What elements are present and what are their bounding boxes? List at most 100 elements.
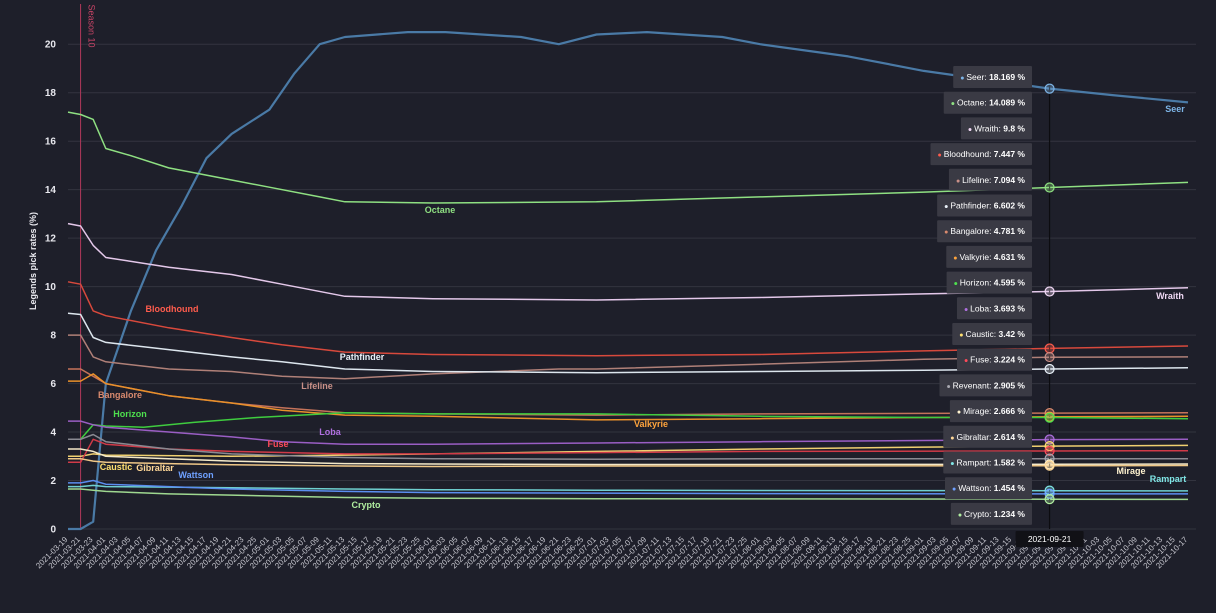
tooltip-box: [945, 477, 1032, 500]
series-line-bloodhound: [67, 281, 1189, 357]
series-label-bloodhound: Bloodhound: [146, 304, 199, 314]
hover-tooltips: ● Seer: 18.169 % ● Octane: 14.089 % ● Wrai…: [930, 66, 1084, 547]
tooltip-text: ● Valkyrie: 4.631 %: [953, 252, 1025, 262]
tooltip-text: ● Seer: 18.169 %: [960, 72, 1025, 82]
y-tick-label: 6: [50, 379, 56, 390]
tooltip-horizon: ● Horizon: 4.595 %: [946, 271, 1032, 294]
tooltip-pathfinder: ● Pathfinder: 6.602 %: [937, 194, 1032, 217]
series-line-fuse: [68, 438, 1189, 464]
tooltip-box: [956, 297, 1032, 320]
tooltip-text: ● Mirage: 2.666 %: [957, 406, 1026, 416]
tooltip-text: ● Bloodhound: 7.447 %: [938, 149, 1026, 159]
tooltip-text: ● Pathfinder: 6.602 %: [944, 201, 1025, 211]
series-line-wraith: [67, 222, 1189, 301]
season-marker-label: Season 10: [87, 4, 97, 47]
series-line-gibraltar: [68, 457, 1189, 468]
tooltip-box: [946, 245, 1032, 268]
hover-marker-crypto: [1044, 493, 1055, 505]
y-tick-label: 8: [50, 331, 56, 342]
tooltip-box: [943, 425, 1032, 448]
series-label-valkyrie: Valkyrie: [634, 419, 668, 429]
hover-marker-fuse: [1044, 445, 1055, 456]
y-tick-label: 10: [45, 282, 57, 293]
tooltip-box: [937, 220, 1032, 243]
tooltip-box: [949, 400, 1032, 423]
y-axis-ticks: 0 2 4 6 8 10 12 14 16 18 20: [45, 40, 57, 536]
series-label-bangalore: Bangalore: [98, 390, 142, 400]
tooltip-box: [953, 66, 1032, 88]
series-label-octane: Octane: [425, 205, 456, 215]
series-line-mirage: [68, 448, 1189, 466]
y-tick-label: 20: [45, 40, 57, 51]
y-tick-label: 12: [45, 234, 57, 245]
series-label-caustic: Caustic: [100, 462, 133, 472]
tooltip-text: ● Bangalore: 4.781 %: [944, 226, 1025, 236]
series-line-lifeline: [68, 334, 1189, 380]
tooltip-bangalore: ● Bangalore: 4.781 %: [937, 220, 1032, 243]
series-line-seer: [68, 31, 1189, 531]
y-tick-label: 14: [45, 185, 57, 196]
tooltip-box: [948, 168, 1032, 191]
tooltip-box: [946, 271, 1032, 294]
tooltip-text: ● Wattson: 1.454 %: [952, 483, 1025, 493]
series-label-loba: Loba: [319, 427, 341, 437]
tooltip-text: ● Octane: 14.089 %: [951, 98, 1026, 108]
hover-marker-wattson: [1044, 488, 1055, 499]
tooltip-rampart: ● Rampart: 1.582 %: [943, 451, 1032, 474]
series-label-seer: Seer: [1165, 104, 1185, 114]
series-label-gibraltar: Gibraltar: [136, 463, 174, 473]
hover-marker-bloodhound: [1044, 343, 1055, 354]
tooltip-text: ● Fuse: 3.224 %: [964, 355, 1025, 365]
tooltip-text: ● Crypto: 1.234 %: [958, 509, 1026, 519]
series-line-bangalore: [68, 368, 1189, 416]
tooltip-date-box: [1015, 531, 1084, 547]
tooltip-date: 2021-09-21: [1015, 531, 1084, 547]
tooltip-loba: ● Loba: 3.693 %: [956, 297, 1032, 320]
tooltip-wattson: ● Wattson: 1.454 %: [945, 477, 1032, 500]
tooltip-box: [937, 194, 1032, 217]
series-line-pathfinder: [67, 312, 1189, 374]
season-marker: Season 10: [80, 4, 97, 529]
hover-marker-seer: [1044, 83, 1055, 94]
tooltip-mirage: ● Mirage: 2.666 %: [949, 400, 1032, 423]
tooltip-date-label: 2021-09-21: [1028, 534, 1072, 544]
series-label-horizon: Horizon: [113, 409, 147, 419]
series-label-lifeline: Lifeline: [301, 381, 333, 391]
tooltip-text: ● Caustic: 3.42 %: [959, 329, 1025, 339]
tooltip-box: [943, 91, 1032, 114]
tooltip-box: [930, 143, 1032, 166]
y-tick-label: 16: [45, 137, 57, 148]
hover-marker-octane: [1044, 182, 1055, 193]
hover-marker-pathfinder: [1044, 363, 1055, 375]
y-axis-label: Legends pick rates (%): [28, 212, 38, 310]
tooltip-text: ● Revenant: 2.905 %: [946, 380, 1025, 390]
tooltip-octane: ● Octane: 14.089 %: [943, 91, 1032, 114]
tooltip-text: ● Lifeline: 7.094 %: [956, 175, 1025, 185]
series-line-revenant: [68, 433, 1188, 460]
series-label-rampart: Rampart: [1150, 474, 1187, 484]
tooltip-text: ● Gibraltar: 2.614 %: [950, 432, 1025, 442]
series-label-crypto: Crypto: [352, 500, 382, 510]
series-label-mirage: Mirage: [1116, 466, 1145, 476]
hover-marker-horizon: [1044, 412, 1055, 423]
tooltip-text: ● Loba: 3.693 %: [964, 303, 1025, 313]
tooltip-box: [943, 451, 1032, 474]
tooltip-valkyrie: ● Valkyrie: 4.631 %: [946, 245, 1032, 268]
tooltip-wraith: ● Wraith: 9.8 %: [960, 117, 1032, 140]
tooltip-revenant: ● Revenant: 2.905 %: [939, 374, 1032, 397]
series-label-pathfinder: Pathfinder: [340, 352, 385, 362]
tooltip-text: ● Horizon: 4.595 %: [954, 278, 1026, 288]
tooltip-box: [950, 502, 1032, 525]
y-tick-label: 4: [50, 428, 56, 439]
series-line-octane: [67, 111, 1189, 204]
tooltip-lifeline: ● Lifeline: 7.094 %: [948, 168, 1032, 191]
tooltip-box: [939, 374, 1032, 397]
tooltip-text: ● Rampart: 1.582 %: [950, 458, 1025, 468]
hover-crosshair: [1044, 82, 1055, 529]
hover-marker-wraith: [1044, 286, 1055, 297]
tooltip-text: ● Wraith: 9.8 %: [968, 123, 1026, 133]
tooltip-fuse: ● Fuse: 3.224 %: [956, 348, 1032, 371]
tooltip-caustic: ● Caustic: 3.42 %: [952, 323, 1032, 345]
